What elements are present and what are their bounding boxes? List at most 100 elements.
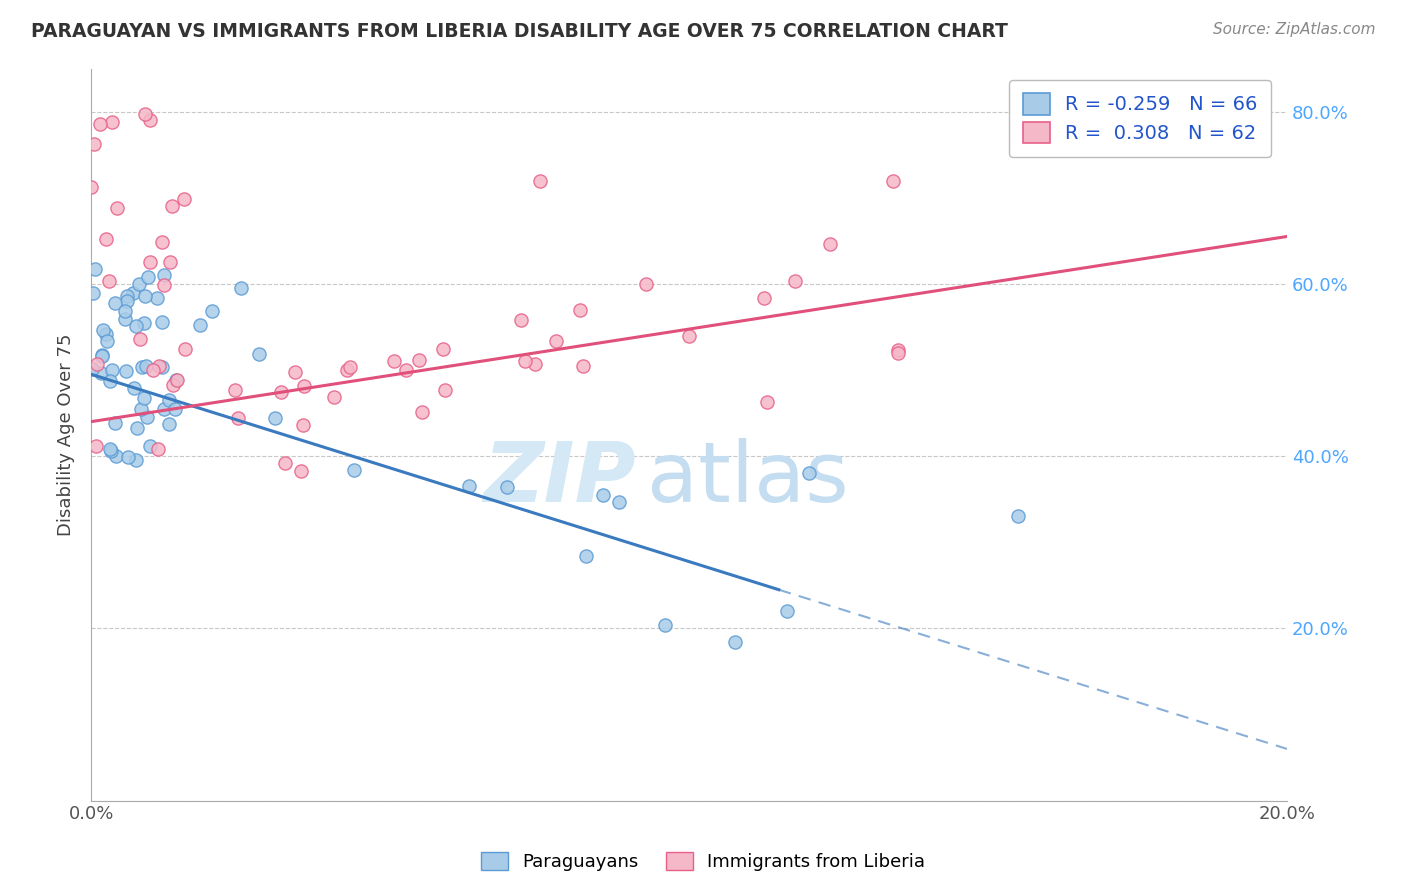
Point — [1007, 509, 1029, 524]
Point — [224, 383, 246, 397]
Point — [592, 488, 614, 502]
Point — [150, 235, 173, 249]
Point — [510, 312, 533, 326]
Legend: R = -0.259   N = 66, R =  0.308   N = 62: R = -0.259 N = 66, R = 0.308 N = 62 — [1010, 79, 1271, 157]
Point — [523, 357, 546, 371]
Point — [636, 277, 658, 292]
Point — [291, 417, 314, 432]
Point — [513, 353, 536, 368]
Text: Source: ZipAtlas.com: Source: ZipAtlas.com — [1212, 22, 1375, 37]
Text: PARAGUAYAN VS IMMIGRANTS FROM LIBERIA DISABILITY AGE OVER 75 CORRELATION CHART: PARAGUAYAN VS IMMIGRANTS FROM LIBERIA DI… — [31, 22, 1008, 41]
Point — [226, 411, 249, 425]
Point — [432, 342, 454, 356]
Point — [105, 449, 128, 463]
Point — [114, 312, 136, 326]
Point — [86, 358, 108, 372]
Point — [134, 289, 156, 303]
Point — [131, 359, 153, 374]
Point — [754, 291, 776, 305]
Point — [247, 347, 270, 361]
Point — [121, 286, 143, 301]
Point — [882, 174, 904, 188]
Point — [128, 277, 150, 291]
Point — [91, 323, 114, 337]
Point — [135, 359, 157, 373]
Point — [139, 112, 162, 127]
Point — [94, 326, 117, 341]
Point — [323, 390, 346, 404]
Point — [290, 465, 312, 479]
Point — [339, 360, 361, 375]
Point — [284, 365, 307, 379]
Point — [529, 173, 551, 187]
Point — [229, 281, 252, 295]
Point — [495, 480, 517, 494]
Point — [127, 421, 149, 435]
Point — [136, 270, 159, 285]
Point — [434, 384, 457, 398]
Point — [157, 417, 180, 432]
Point — [117, 289, 139, 303]
Point — [274, 456, 297, 470]
Point — [101, 363, 124, 377]
Point — [142, 363, 165, 377]
Point — [136, 409, 159, 424]
Point — [129, 402, 152, 417]
Point — [132, 316, 155, 330]
Point — [148, 359, 170, 373]
Point — [146, 442, 169, 456]
Point — [82, 286, 104, 301]
Point — [104, 416, 127, 430]
Point — [165, 372, 187, 386]
Point — [100, 444, 122, 458]
Point — [572, 359, 595, 374]
Point — [129, 332, 152, 346]
Point — [122, 381, 145, 395]
Legend: Paraguayans, Immigrants from Liberia: Paraguayans, Immigrants from Liberia — [474, 845, 932, 879]
Point — [96, 334, 118, 348]
Point — [575, 549, 598, 563]
Point — [117, 450, 139, 464]
Point — [343, 463, 366, 477]
Point — [165, 402, 187, 417]
Point — [98, 442, 121, 456]
Point — [104, 296, 127, 310]
Text: ZIP: ZIP — [482, 438, 636, 519]
Point — [150, 315, 173, 329]
Point — [162, 199, 184, 213]
Point — [264, 410, 287, 425]
Point — [125, 318, 148, 333]
Point — [124, 453, 146, 467]
Point — [150, 359, 173, 374]
Point — [395, 363, 418, 377]
Point — [162, 378, 184, 392]
Point — [89, 117, 111, 131]
Point — [146, 291, 169, 305]
Point — [134, 391, 156, 405]
Point — [153, 268, 176, 282]
Point — [457, 479, 479, 493]
Point — [607, 495, 630, 509]
Point — [336, 363, 359, 377]
Point — [84, 262, 107, 277]
Point — [776, 603, 799, 617]
Point — [105, 201, 128, 215]
Y-axis label: Disability Age Over 75: Disability Age Over 75 — [58, 334, 75, 536]
Text: atlas: atlas — [647, 438, 849, 519]
Point — [80, 362, 103, 376]
Point — [411, 405, 433, 419]
Point — [818, 237, 841, 252]
Point — [139, 440, 162, 454]
Point — [887, 343, 910, 357]
Point — [173, 343, 195, 357]
Point — [166, 373, 188, 387]
Point — [568, 303, 591, 318]
Point — [134, 107, 156, 121]
Point — [153, 278, 176, 293]
Point — [101, 114, 124, 128]
Point — [292, 378, 315, 392]
Point — [188, 318, 211, 333]
Point — [114, 304, 136, 318]
Point — [408, 353, 430, 368]
Point — [98, 374, 121, 388]
